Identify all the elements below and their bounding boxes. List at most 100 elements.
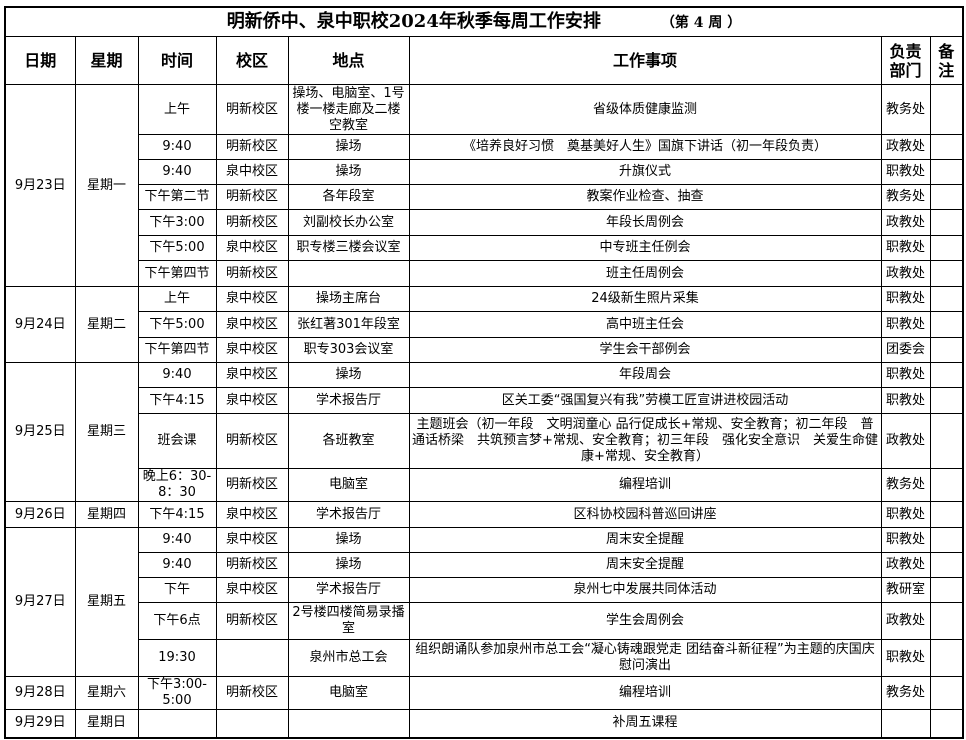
campus-cell: 泉中校区 [215, 387, 289, 414]
campus-cell: 明新校区 [215, 602, 289, 640]
campus-cell: 泉中校区 [215, 577, 289, 603]
time-cell: 班会课 [137, 413, 217, 469]
task-cell: 区科协校园科普巡回讲座 [408, 501, 882, 528]
place-cell: 电脑室 [287, 676, 410, 710]
dept-cell: 职教处 [880, 362, 931, 388]
place-cell: 学术报告厅 [287, 387, 410, 414]
title-text: 明新侨中、泉中职校2024年秋季每周工作安排 [226, 10, 601, 32]
task-cell: 学生会周例会 [408, 602, 882, 640]
place-cell: 电脑室 [287, 468, 410, 502]
time-cell: 下午5:00 [137, 235, 217, 261]
note-cell [929, 184, 964, 210]
table-row: 9月29日 星期日 补周五课程 [4, 709, 964, 739]
dept-cell: 政教处 [880, 413, 931, 469]
date-cell: 9月29日 [4, 709, 76, 739]
time-cell: 下午4:15 [137, 387, 217, 414]
header-task: 工作事项 [408, 36, 882, 85]
table-row: 下午3:00 明新校区 刘副校长办公室 年段长周例会 政教处 [5, 209, 964, 236]
campus-cell [215, 709, 289, 739]
dept-cell: 职教处 [880, 286, 931, 312]
task-cell: 中专班主任例会 [408, 235, 882, 261]
place-cell: 操场主席台 [287, 286, 410, 312]
table-row: 9:40 明新校区 操场 《培养良好习惯 奠基美好人生》国旗下讲话（初一年段负责） 政教… [5, 134, 964, 160]
campus-cell: 泉中校区 [215, 501, 289, 528]
time-cell: 下午 [137, 577, 217, 603]
place-cell [287, 709, 410, 739]
campus-cell: 泉中校区 [215, 527, 289, 553]
task-cell: 泉州七中发展共同体活动 [408, 577, 882, 603]
note-cell [929, 501, 964, 528]
weekly-schedule-table: 明新侨中、泉中职校2024年秋季每周工作安排 （第 4 周 ） 日期 星期 时间 校区地… [4, 6, 964, 739]
table-row: 下午 泉中校区 学术报告厅 泉州七中发展共同体活动 教研室 [5, 577, 964, 603]
table-row: 下午4:15 泉中校区 学术报告厅 区关工委“强国复兴有我”劳模工匠宣讲进校园活动 职教… [5, 387, 964, 414]
time-cell: 下午5:00 [137, 311, 217, 338]
table-row: 9月26日 星期四 下午4:15 泉中校区 学术报告厅 区科协校园科普巡回讲座 职教处 [4, 501, 964, 528]
task-cell: 编程培训 [408, 676, 882, 710]
note-cell [929, 84, 964, 135]
table-row: 下午5:00 泉中校区 职专楼三楼会议室 中专班主任例会 职教处 [5, 235, 964, 261]
time-cell: 下午3:00-5:00 [137, 676, 217, 710]
weekday-cell: 星期二 [74, 286, 139, 363]
campus-cell: 泉中校区 [215, 311, 289, 338]
time-cell: 9:40 [137, 527, 217, 553]
task-cell: 年段周会 [408, 362, 882, 388]
table-row: 下午第四节 泉中校区 职专303会议室 学生会干部例会 团委会 [5, 337, 964, 363]
weekday-cell: 星期六 [74, 676, 139, 710]
campus-cell: 泉中校区 [215, 235, 289, 261]
campus-cell: 明新校区 [215, 468, 289, 502]
weekday-cell: 星期四 [74, 501, 139, 528]
date-cell: 9月28日 [4, 676, 76, 710]
dept-cell: 职教处 [880, 159, 931, 185]
note-cell [929, 709, 964, 739]
table-row: 19:30 泉州市总工会 组织朗诵队参加泉州市总工会“凝心铸魂跟党走 团结奋斗新征程… [5, 639, 964, 677]
date-cell: 9月23日 [4, 84, 76, 287]
place-cell: 职专楼三楼会议室 [287, 235, 410, 261]
dept-cell: 职教处 [880, 387, 931, 414]
header-place: 地点 [287, 36, 410, 85]
time-cell: 下午第四节 [137, 337, 217, 363]
place-cell: 操场 [287, 159, 410, 185]
dept-cell: 教务处 [880, 184, 931, 210]
table-row: 晚上6：30-8：30 明新校区 电脑室 编程培训 教务处 [5, 468, 964, 502]
campus-cell: 明新校区 [215, 134, 289, 160]
task-cell: 周末安全提醒 [408, 552, 882, 578]
task-cell: 补周五课程 [408, 709, 882, 739]
dept-cell: 教务处 [880, 468, 931, 502]
note-cell [929, 235, 964, 261]
task-cell: 周末安全提醒 [408, 527, 882, 553]
task-cell: 区关工委“强国复兴有我”劳模工匠宣讲进校园活动 [408, 387, 882, 414]
place-cell: 操场 [287, 134, 410, 160]
header-dept: 负责部门 [880, 36, 931, 85]
table-row: 9月25日 星期三 9:40 泉中校区 操场 年段周会 职教处 [4, 362, 964, 502]
task-cell: 《培养良好习惯 奠基美好人生》国旗下讲话（初一年段负责） [408, 134, 882, 160]
time-cell: 下午第四节 [137, 260, 217, 287]
header-time: 时间 [137, 36, 217, 85]
time-cell: 19:30 [137, 639, 217, 677]
time-cell: 9:40 [137, 552, 217, 578]
campus-cell: 明新校区 [215, 184, 289, 210]
place-cell: 刘副校长办公室 [287, 209, 410, 236]
dept-cell: 教研室 [880, 577, 931, 603]
header-weekday: 星期 [74, 36, 139, 85]
time-cell: 下午第二节 [137, 184, 217, 210]
place-cell: 操场、电脑室、1号楼一楼走廊及二楼空教室 [287, 84, 410, 135]
task-cell: 教案作业检查、抽查 [408, 184, 882, 210]
time-cell: 下午6点 [137, 602, 217, 640]
date-cell: 9月27日 [4, 527, 76, 677]
campus-cell: 泉中校区 [215, 159, 289, 185]
note-cell [929, 209, 964, 236]
place-cell: 各年段室 [287, 184, 410, 210]
dept-cell: 政教处 [880, 209, 931, 236]
dept-cell: 教务处 [880, 84, 931, 135]
dept-cell: 职教处 [880, 501, 931, 528]
dept-cell: 教务处 [880, 676, 931, 710]
week-label: （第 4 周 ） [660, 14, 742, 31]
note-cell [929, 134, 964, 160]
time-cell: 9:40 [137, 159, 217, 185]
place-cell: 职专303会议室 [287, 337, 410, 363]
dept-cell: 职教处 [880, 527, 931, 553]
campus-cell: 明新校区 [215, 209, 289, 236]
note-cell [929, 337, 964, 363]
time-cell: 上午 [137, 84, 217, 135]
campus-cell: 泉中校区 [215, 286, 289, 312]
